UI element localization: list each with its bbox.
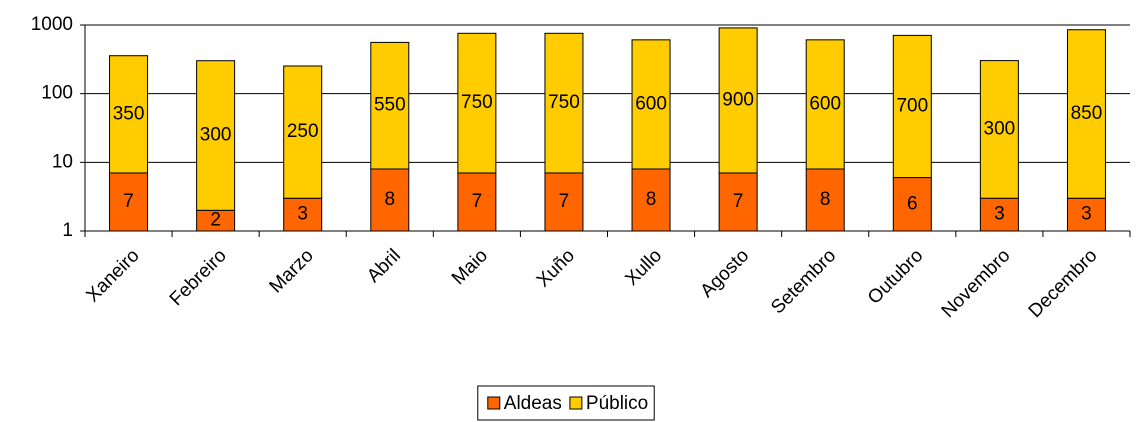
bar-segment — [892, 34, 932, 179]
value-label: 900 — [722, 89, 754, 110]
value-label: 3 — [297, 204, 308, 225]
bar-segment — [109, 55, 149, 174]
value-label: 850 — [1071, 103, 1103, 124]
bar-segment — [979, 60, 1019, 199]
value-label: 7 — [559, 191, 570, 212]
bar-segment — [892, 177, 932, 232]
bar-segment — [544, 32, 584, 174]
y-tick-label: 1 — [62, 220, 73, 241]
value-label: 600 — [635, 93, 667, 114]
bar-segment — [1066, 29, 1106, 199]
bar-segment — [196, 60, 236, 211]
bar-segment — [979, 197, 1019, 232]
x-tick-label: Agosto — [697, 245, 754, 302]
value-label: 750 — [461, 92, 493, 113]
value-label: 6 — [907, 193, 918, 214]
legend-box — [477, 385, 655, 421]
y-tick-label: 1000 — [31, 14, 73, 35]
value-label: 300 — [984, 118, 1016, 139]
value-label: 350 — [113, 103, 145, 124]
value-label: 300 — [200, 125, 232, 146]
value-label: 7 — [472, 191, 483, 212]
bar-segment — [718, 172, 758, 232]
legend-label: Aldeas — [504, 393, 562, 414]
legend-swatch — [569, 396, 583, 410]
bar-segment — [109, 172, 149, 232]
bar-segment — [805, 39, 845, 170]
value-label: 3 — [1081, 204, 1092, 225]
bar-segment — [631, 39, 671, 170]
value-label: 750 — [548, 92, 580, 113]
x-tick-label: Novembro — [938, 245, 1015, 322]
value-label: 700 — [896, 95, 928, 116]
legend-swatch — [487, 396, 501, 410]
bar-segment — [283, 197, 323, 232]
bar-segment — [370, 41, 410, 170]
y-tick-label: 100 — [41, 83, 73, 104]
x-tick-label: Outubro — [864, 245, 927, 308]
x-tick-label: Decembro — [1025, 245, 1102, 322]
value-label: 7 — [733, 191, 744, 212]
x-tick-label: Febreiro — [166, 245, 231, 310]
bar-segment — [370, 168, 410, 232]
value-label: 550 — [374, 95, 406, 116]
legend-label: Público — [586, 393, 648, 414]
bar-segment — [544, 172, 584, 232]
x-tick-label: Maio — [448, 245, 492, 289]
bar-segment — [1066, 197, 1106, 232]
x-tick-label: Marzo — [266, 245, 318, 297]
value-label: 8 — [820, 189, 831, 210]
legend: Aldeas Público — [477, 385, 655, 421]
value-label: 8 — [646, 189, 657, 210]
value-label: 600 — [809, 93, 841, 114]
bar-segment — [718, 27, 758, 174]
x-tick-label: Xuño — [533, 245, 579, 291]
bar-segment — [283, 65, 323, 199]
y-tick-label: 10 — [52, 151, 73, 172]
x-tick-label: Xullo — [621, 245, 666, 290]
value-label: 250 — [287, 121, 319, 142]
value-label: 2 — [210, 210, 221, 231]
x-tick-label: Xaneiro — [82, 245, 143, 306]
value-label: 8 — [385, 189, 396, 210]
x-tick-label: Abril — [363, 245, 405, 287]
bar-segment — [631, 168, 671, 232]
x-tick-label: Setembro — [767, 245, 840, 318]
bar-segment — [457, 32, 497, 174]
value-label: 7 — [123, 191, 134, 212]
value-label: 3 — [994, 204, 1005, 225]
